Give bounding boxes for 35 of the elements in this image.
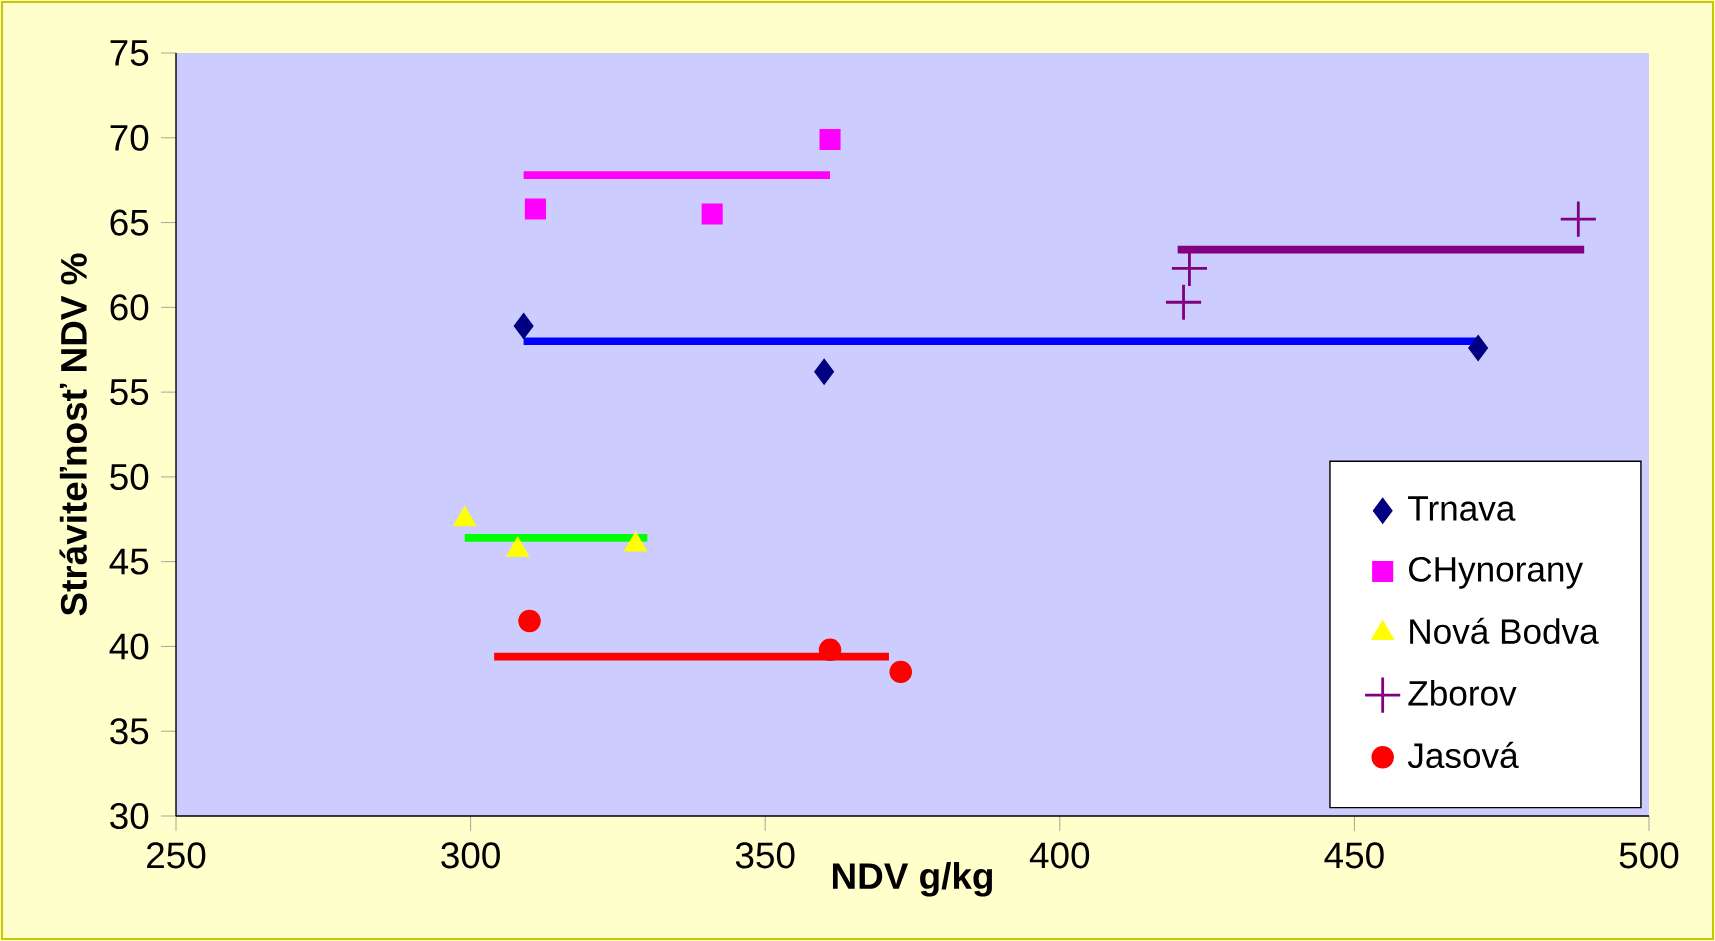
point bbox=[819, 128, 841, 151]
point bbox=[1171, 250, 1207, 286]
point bbox=[1560, 201, 1596, 237]
point bbox=[1165, 284, 1202, 320]
legend-label: Jasová bbox=[1407, 741, 1519, 769]
y-axis-title: Stráviteľnosť NDV % bbox=[59, 253, 87, 616]
y-tick-label: 40 bbox=[109, 633, 149, 660]
point bbox=[524, 198, 546, 220]
x-tick-label: 500 bbox=[1619, 842, 1679, 869]
point bbox=[818, 638, 842, 662]
y-tick-label: 30 bbox=[110, 802, 149, 830]
point bbox=[889, 660, 912, 684]
y-tick-label: 55 bbox=[110, 379, 149, 406]
y-tick-label: 35 bbox=[110, 718, 149, 745]
x-tick-label: 350 bbox=[735, 842, 795, 869]
y-tick-label: 60 bbox=[110, 294, 149, 321]
x-axis-title: NDV g/kg bbox=[832, 862, 993, 897]
point bbox=[518, 609, 541, 633]
point bbox=[513, 312, 534, 339]
y-tick-label: 70 bbox=[110, 124, 149, 151]
legend-label: Zborov bbox=[1408, 680, 1517, 706]
point bbox=[701, 203, 723, 225]
y-tick-label: 65 bbox=[110, 209, 149, 236]
y-tick-label: 45 bbox=[109, 548, 149, 575]
y-tick-label: 50 bbox=[110, 463, 149, 490]
y-tick-label: 75 bbox=[110, 40, 149, 66]
x-tick-label: 250 bbox=[147, 842, 206, 869]
legend-label: CHynorany bbox=[1409, 556, 1584, 589]
point bbox=[1468, 335, 1489, 362]
legend-label: Trnava bbox=[1408, 496, 1516, 521]
x-tick-label: 450 bbox=[1324, 842, 1384, 869]
point bbox=[814, 358, 835, 385]
x-tick-label: 400 bbox=[1029, 842, 1090, 869]
legend-label: Nová Bodva bbox=[1410, 617, 1599, 645]
x-tick-label: 300 bbox=[441, 842, 500, 869]
